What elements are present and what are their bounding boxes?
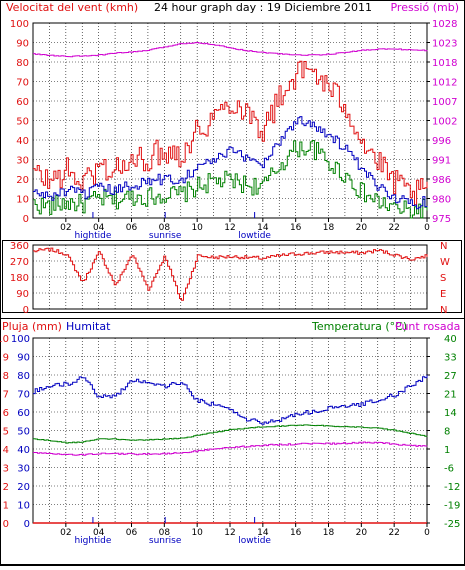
wind-speed-title: Velocitat del vent (kmh) bbox=[6, 1, 138, 14]
temperature-ytick-label: -19 bbox=[444, 501, 460, 512]
temperature-ytick-label: 27 bbox=[444, 371, 457, 382]
humidity-xtick-label: 10 bbox=[191, 528, 203, 538]
humidity-event-label: lowtide bbox=[238, 536, 271, 546]
humidity-ytick-label: 40 bbox=[17, 445, 30, 456]
pressure-ytick-label: 986 bbox=[432, 175, 451, 186]
pressure-ytick-label: 996 bbox=[432, 136, 451, 147]
wind-event-label: hightide bbox=[74, 231, 111, 241]
humidity-ytick-label: 50 bbox=[17, 427, 30, 438]
temperature-ytick-label: 1 bbox=[444, 445, 450, 456]
wind-ytick-label: 90 bbox=[16, 39, 29, 50]
wind-xtick-label: 18 bbox=[323, 223, 335, 233]
humidity-ytick-label: 90 bbox=[17, 353, 30, 364]
humidity-xtick-label: 06 bbox=[126, 528, 138, 538]
pressure-ytick-label: 1002 bbox=[432, 117, 457, 128]
wind-ytick-label: 70 bbox=[16, 78, 29, 89]
wind-xtick-label: 10 bbox=[191, 223, 203, 233]
rain-ytick-label: 2 bbox=[3, 482, 9, 493]
wind-ytick-label: 40 bbox=[16, 136, 29, 147]
temperature-ytick-label: 14 bbox=[444, 408, 457, 419]
humidity-xtick-label: 22 bbox=[388, 528, 399, 538]
rain-ytick-label: 10 bbox=[0, 334, 9, 345]
humidity-ytick-label: 0 bbox=[24, 519, 30, 530]
wind-xtick-label: 06 bbox=[126, 223, 138, 233]
dewpoint-title: Punt rosada bbox=[395, 320, 460, 333]
temperature-ytick-label: 8 bbox=[444, 427, 450, 438]
wind-ytick-label: 20 bbox=[16, 175, 29, 186]
pressure-ytick-label: 1012 bbox=[432, 78, 457, 89]
pressure-ytick-label: 1018 bbox=[432, 58, 457, 69]
pressure-ytick-label: 1007 bbox=[432, 97, 457, 108]
humidity-xtick-label: 02 bbox=[60, 528, 71, 538]
rain-ytick-label: 4 bbox=[3, 445, 9, 456]
wind-event-label: lowtide bbox=[238, 231, 271, 241]
wind-xtick-label: 12 bbox=[224, 223, 235, 233]
humidity-title: Humitat bbox=[66, 320, 111, 333]
humidity-xtick-label: 16 bbox=[290, 528, 302, 538]
humidity-xtick-label: 18 bbox=[323, 528, 335, 538]
temperature-ytick-label: -6 bbox=[444, 464, 454, 475]
rain-ytick-label: 7 bbox=[3, 390, 9, 401]
wind-ytick-label: 80 bbox=[16, 58, 29, 69]
temperature-ytick-label: 33 bbox=[444, 353, 457, 364]
humidity-ytick-label: 100 bbox=[11, 334, 30, 345]
temperature-ytick-label: 21 bbox=[444, 390, 457, 401]
direction-ytick-label: 0 bbox=[23, 305, 29, 316]
pressure-ytick-label: 991 bbox=[432, 156, 451, 167]
wind-ytick-label: 60 bbox=[16, 97, 29, 108]
humidity-ytick-label: 70 bbox=[17, 390, 30, 401]
direction-ytick-label: 180 bbox=[10, 273, 29, 284]
wind-ytick-label: 0 bbox=[23, 214, 29, 225]
wind-xtick-label: 16 bbox=[290, 223, 302, 233]
rain-ytick-label: 5 bbox=[3, 427, 9, 438]
compass-label: N bbox=[440, 305, 447, 316]
compass-label: E bbox=[440, 289, 446, 300]
humidity-ytick-label: 30 bbox=[17, 464, 30, 475]
pressure-ytick-label: 1028 bbox=[432, 19, 457, 30]
wind-ytick-label: 50 bbox=[16, 117, 29, 128]
wind-xtick-label: 02 bbox=[60, 223, 71, 233]
wind-event-label: sunrise bbox=[149, 231, 182, 241]
temperature-ytick-label: -12 bbox=[444, 482, 460, 493]
humidity-event-label: hightide bbox=[74, 536, 111, 546]
temperature-ytick-label: -25 bbox=[444, 519, 460, 530]
humidity-ytick-label: 10 bbox=[17, 501, 30, 512]
rain-ytick-label: 1 bbox=[3, 501, 9, 512]
temperature-ytick-label: 40 bbox=[444, 334, 457, 345]
humidity-xtick-label: 20 bbox=[356, 528, 368, 538]
humidity-xtick-label: 12 bbox=[224, 528, 235, 538]
rain-ytick-label: 0 bbox=[3, 519, 9, 530]
direction-ytick-label: 360 bbox=[10, 241, 29, 252]
humidity-ytick-label: 20 bbox=[17, 482, 30, 493]
chart-title: 24 hour graph day : 19 Diciembre 2011 bbox=[154, 1, 372, 14]
rain-title: Pluja (mm) bbox=[2, 320, 62, 333]
compass-label: S bbox=[440, 273, 446, 284]
humidity-ytick-label: 80 bbox=[17, 371, 30, 382]
wind-ytick-label: 10 bbox=[16, 195, 29, 206]
pressure-ytick-label: 1023 bbox=[432, 39, 457, 50]
humidity-xtick-label: 0 bbox=[424, 528, 430, 538]
rain-ytick-label: 3 bbox=[3, 464, 9, 475]
compass-label: W bbox=[440, 257, 450, 268]
compass-label: N bbox=[440, 241, 447, 252]
rain-ytick-label: 9 bbox=[3, 353, 9, 364]
direction-ytick-label: 270 bbox=[10, 257, 29, 268]
wind-xtick-label: 0 bbox=[424, 223, 430, 233]
temperature-title: Temperatura (°C) bbox=[311, 320, 407, 333]
pressure-title: Pressió (mb) bbox=[390, 1, 459, 14]
humidity-ytick-label: 60 bbox=[17, 408, 30, 419]
wind-ytick-label: 100 bbox=[10, 19, 29, 30]
rain-ytick-label: 6 bbox=[3, 408, 9, 419]
direction-ytick-label: 90 bbox=[16, 289, 29, 300]
rain-ytick-label: 8 bbox=[3, 371, 9, 382]
wind-xtick-label: 22 bbox=[388, 223, 399, 233]
humidity-event-label: sunrise bbox=[149, 536, 182, 546]
pressure-ytick-label: 980 bbox=[432, 195, 451, 206]
wind-ytick-label: 30 bbox=[16, 156, 29, 167]
wind-xtick-label: 20 bbox=[356, 223, 368, 233]
pressure-ytick-label: 975 bbox=[432, 214, 451, 225]
